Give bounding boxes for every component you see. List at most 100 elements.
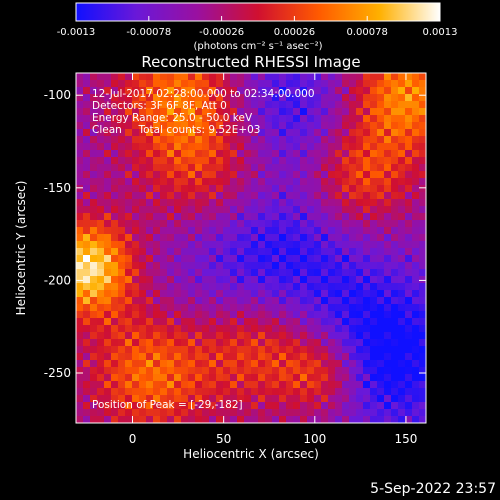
heatmap-cell [125,346,133,354]
heatmap-cell [195,409,203,417]
heatmap-cell [391,290,399,298]
heatmap-cell [412,199,420,207]
heatmap-cell [146,227,154,235]
heatmap-cell [328,87,336,95]
heatmap-cell [202,262,210,270]
heatmap-cell [223,318,231,326]
heatmap-cell [132,304,140,312]
heatmap-cell [146,269,154,277]
heatmap-cell [76,108,84,116]
heatmap-cell [419,395,427,403]
heatmap-cell [125,290,133,298]
heatmap-cell [328,143,336,151]
heatmap-cell [370,220,378,228]
heatmap-cell [391,234,399,242]
heatmap-cell [223,129,231,137]
heatmap-cell [377,206,385,214]
heatmap-cell [223,220,231,228]
heatmap-cell [356,262,364,270]
heatmap-cell [321,388,329,396]
heatmap-cell [279,129,287,137]
heatmap-cell [391,192,399,200]
heatmap-cell [335,276,343,284]
heatmap-cell [412,304,420,312]
heatmap-cell [244,374,252,382]
heatmap-cell [209,206,217,214]
heatmap-cell [132,367,140,375]
heatmap-cell [160,87,168,95]
heatmap-cell [328,409,336,417]
heatmap-cell [111,318,119,326]
heatmap-cell [258,290,266,298]
heatmap-cell [279,325,287,333]
heatmap-cell [405,143,413,151]
heatmap-cell [111,416,119,424]
heatmap-cell [335,311,343,319]
heatmap-cell [202,325,210,333]
heatmap-cell [398,269,406,277]
heatmap-cell [188,129,196,137]
heatmap-cell [153,213,161,221]
heatmap-cell [230,87,238,95]
heatmap-cell [160,199,168,207]
heatmap-cell [251,297,259,305]
heatmap-cell [174,80,182,88]
heatmap-cell [272,80,280,88]
heatmap-cell [139,374,147,382]
heatmap-cell [160,381,168,389]
heatmap-cell [237,115,245,123]
heatmap-cell [342,395,350,403]
heatmap-cell [167,206,175,214]
heatmap-cell [251,101,259,109]
heatmap-cell [391,297,399,305]
heatmap-cell [153,276,161,284]
heatmap-cell [384,80,392,88]
heatmap-cell [167,353,175,361]
heatmap-cell [195,290,203,298]
heatmap-cell [76,171,84,179]
heatmap-cell [405,346,413,354]
heatmap-cell [125,332,133,340]
heatmap-cell [412,136,420,144]
heatmap-cell [104,248,112,256]
heatmap-cell [300,73,308,81]
heatmap-cell [195,157,203,165]
heatmap-cell [384,157,392,165]
heatmap-cell [384,94,392,102]
heatmap-cell [146,325,154,333]
heatmap-cell [244,290,252,298]
heatmap-cell [321,311,329,319]
heatmap-cell [223,87,231,95]
heatmap-cell [181,395,189,403]
heatmap-cell [216,290,224,298]
heatmap-cell [237,157,245,165]
heatmap-cell [349,171,357,179]
heatmap-cell [307,416,315,424]
heatmap-cell [76,262,84,270]
heatmap-cell [398,374,406,382]
heatmap-cell [300,325,308,333]
heatmap-cell [209,115,217,123]
heatmap-cell [237,178,245,186]
heatmap-cell [377,150,385,158]
heatmap-cell [272,388,280,396]
colorbar-tick-label: 0.00078 [347,27,388,38]
heatmap-cell [104,94,112,102]
heatmap-cell [258,304,266,312]
heatmap-cell [83,143,91,151]
heatmap-cell [349,94,357,102]
heatmap-cell [314,80,322,88]
heatmap-cell [321,87,329,95]
heatmap-cell [223,360,231,368]
heatmap-cell [279,94,287,102]
heatmap-cell [251,136,259,144]
heatmap-cell [412,276,420,284]
heatmap-cell [237,381,245,389]
heatmap-cell [174,283,182,291]
heatmap-cell [251,157,259,165]
heatmap-cell [111,248,119,256]
heatmap-cell [181,388,189,396]
heatmap-cell [265,402,273,410]
heatmap-cell [258,353,266,361]
heatmap-cell [321,402,329,410]
